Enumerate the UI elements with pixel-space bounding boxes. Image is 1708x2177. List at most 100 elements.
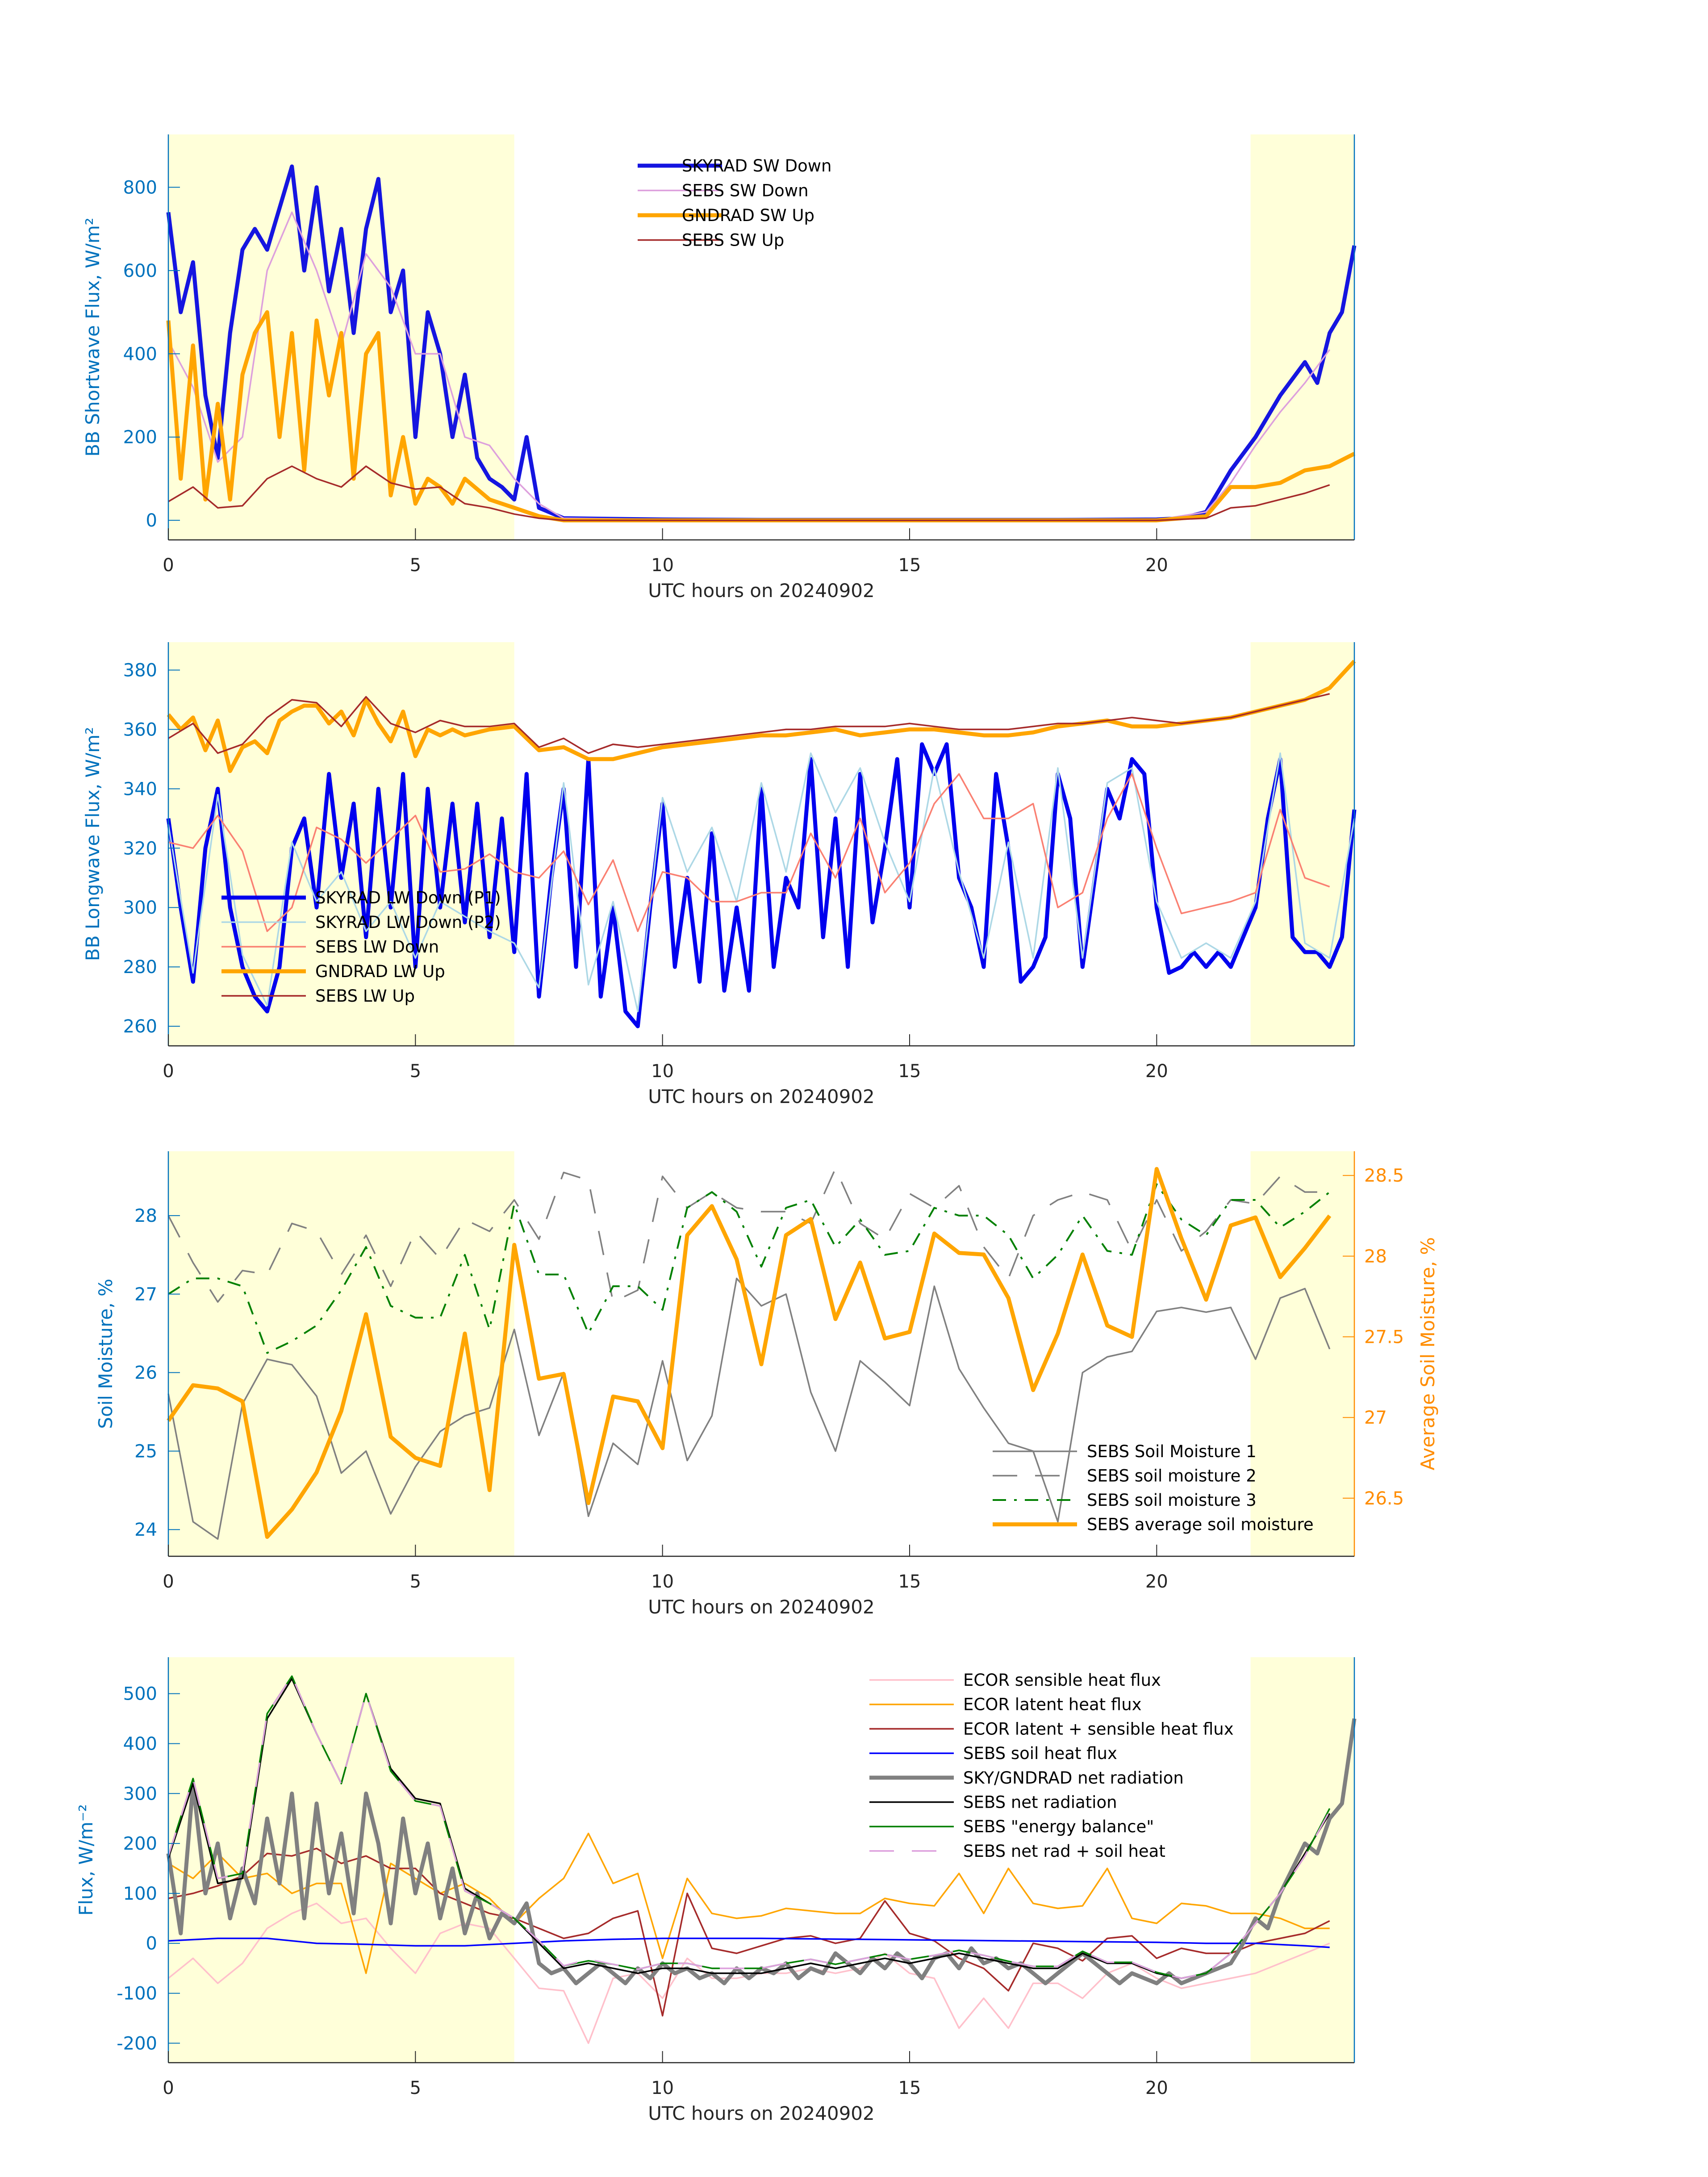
legend-item: ECOR sensible heat flux [869,1671,1161,1690]
legend-item: SKYRAD LW Down (P2) [221,913,501,932]
x-tick-label: 20 [1145,1571,1168,1592]
series-group [167,1167,1332,1540]
legend: SEBS Soil Moisture 1 SEBS soil moisture 2… [993,1442,1314,1534]
series-skyrad-lw-down-p1 [166,742,1357,1028]
legend-item: SEBS soil moisture 3 [993,1491,1257,1510]
legend-label: SEBS average soil moisture [1087,1515,1314,1534]
series-ecor-latent-sensible-heat-flux [168,1847,1330,2017]
y-axis-label: Soil Moisture, % [95,1279,117,1429]
legend-item: SEBS LW Up [221,986,415,1006]
legend-item: SKYRAD SW Down [638,156,831,175]
legend-item: SEBS LW Down [221,937,439,957]
legend-item: SEBS soil heat flux [869,1744,1117,1763]
y-axis-label: BB Shortwave Flux, W/m² [82,217,104,456]
y-tick-label: 600 [123,261,157,281]
x-tick-label: 15 [898,2078,921,2098]
legend-item: SEBS SW Down [638,181,809,201]
x-tick-label: 15 [898,1571,921,1592]
y-tick-label: 400 [123,1734,157,1754]
y-tick-label: 380 [123,660,157,681]
legend-label: SEBS Soil Moisture 1 [1087,1442,1257,1461]
y-right-tick-label: 28 [1364,1246,1387,1267]
x-tick-label: 20 [1145,1061,1168,1082]
chart-panel-4: 0 5 10 15 20 -200 -100 0 100 200 300 400 500 UTC hour… [75,1657,1357,2124]
y-axis-label: BB Longwave Flux, W/m² [82,727,104,961]
x-tick-label: 15 [898,555,921,576]
legend-item: SEBS "energy balance" [869,1817,1154,1836]
legend-label: SKYRAD LW Down (P1) [315,888,501,907]
series-sebs-sw-up [168,465,1330,521]
series-ecor-latent-heat-flux [168,1832,1330,1974]
series-gndrad-sw-up [166,310,1356,522]
y-tick-label: 100 [123,1884,157,1904]
y-tick-label: -100 [117,1984,157,2004]
y-tick-label: 26 [134,1363,157,1383]
y-right-tick-label: 27.5 [1364,1327,1404,1348]
y-tick-label: 200 [123,427,157,448]
y-tick-label: 300 [123,898,157,918]
legend: ECOR sensible heat flux ECOR latent heat … [869,1671,1234,1861]
legend: SKYRAD SW Down SEBS SW Down GNDRAD SW Up SE… [638,156,831,250]
y-tick-label: 260 [123,1016,157,1037]
x-tick-label: 0 [163,2078,174,2098]
legend-item: SEBS soil moisture 2 [993,1467,1257,1486]
y-tick-label: 320 [123,838,157,859]
series-sebs-average-soil-moisture [167,1167,1332,1539]
x-tick-label: 20 [1145,2078,1168,2098]
legend-label: GNDRAD LW Up [315,962,445,981]
x-tick-label: 10 [651,2078,674,2098]
shaded-region [1250,1151,1354,1556]
series-sebs-net-rad-soil-heat [167,1675,1331,1979]
legend-label: ECOR latent + sensible heat flux [963,1719,1234,1738]
legend-item: SEBS Soil Moisture 1 [993,1442,1257,1461]
x-tick-label: 5 [410,555,421,576]
legend-label: SEBS "energy balance" [963,1817,1154,1836]
x-tick-label: 10 [651,555,674,576]
x-tick-label: 10 [651,1061,674,1082]
legend-label: ECOR latent heat flux [963,1695,1142,1714]
series-sebs-lw-down [168,773,1330,932]
y-right-tick-label: 26.5 [1364,1488,1404,1509]
chart-panel-2: 0 5 10 15 20 260 280 300 320 340 360 380 UTC hours o… [82,642,1357,1107]
legend-item: SEBS net radiation [869,1793,1117,1812]
chart-panel-3: 0 5 10 15 20 24 25 26 27 28 26.5 27 27.5 28 28.5 UTC ho… [95,1151,1439,1618]
series-skyrad-sw-down [166,164,1357,522]
y-right-tick-label: 28.5 [1364,1166,1404,1186]
y-tick-label: 360 [123,719,157,740]
y-right-tick-label: 27 [1364,1408,1387,1428]
legend-label: SEBS soil moisture 3 [1087,1491,1257,1510]
y-tick-label: 24 [134,1520,157,1540]
legend-label: SKYRAD LW Down (P2) [315,913,501,932]
legend-label: SEBS net rad + soil heat [963,1842,1165,1861]
x-tick-label: 15 [898,1061,921,1082]
series-sebs-sw-down [167,211,1331,521]
legend-label: SEBS soil moisture 2 [1087,1467,1257,1486]
legend-label: SEBS soil heat flux [963,1744,1117,1763]
y-axis-label: Flux, W/m⁻² [75,1804,97,1916]
x-tick-label: 5 [410,1061,421,1082]
y-tick-label: 200 [123,1834,157,1854]
y-tick-label: 300 [123,1784,157,1804]
series-sebs-lw-up [168,693,1330,754]
y-tick-label: 0 [146,510,157,531]
legend-item: ECOR latent heat flux [869,1695,1142,1714]
series-group [166,660,1357,1028]
shaded-region [1250,134,1354,540]
series-sebs-soil-moisture-3 [167,1183,1330,1354]
legend-label: SEBS SW Up [682,231,784,250]
legend-label: SKYRAD SW Down [682,156,831,175]
shaded-region [168,1151,514,1556]
x-axis-label: UTC hours on 20240902 [648,580,875,602]
legend-item: SEBS average soil moisture [993,1515,1314,1534]
legend-label: SEBS SW Down [682,181,809,201]
y-tick-label: 340 [123,779,157,799]
legend-item: GNDRAD LW Up [221,962,445,981]
shaded-region [168,642,514,1046]
legend-item: SKY/GNDRAD net radiation [869,1768,1184,1788]
x-tick-label: 0 [163,1061,174,1082]
legend-label: SEBS net radiation [963,1793,1117,1812]
y-tick-label: 25 [134,1441,157,1462]
legend-item: ECOR latent + sensible heat flux [869,1719,1234,1738]
